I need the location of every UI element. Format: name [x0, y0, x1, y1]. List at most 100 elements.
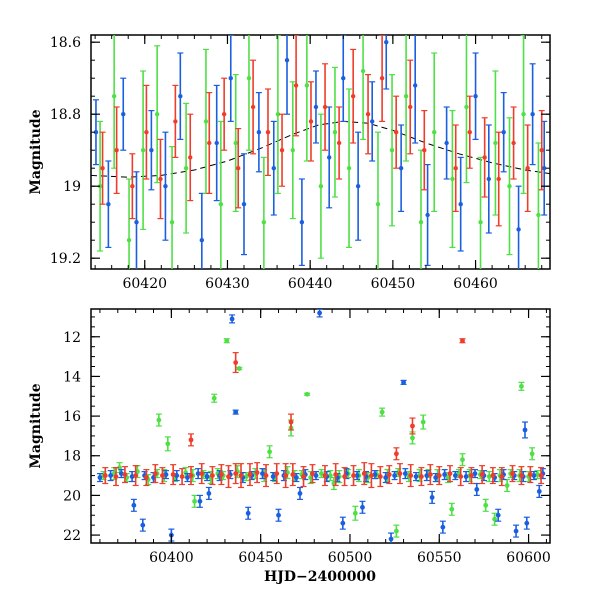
- bottom-green-point: [156, 417, 162, 423]
- top-green-point: [432, 130, 437, 135]
- top-blue-point: [501, 130, 506, 135]
- top-blue-point: [121, 112, 126, 117]
- bottom-red-point: [226, 474, 231, 479]
- bottom-green-point: [211, 395, 217, 401]
- top-green-point: [450, 176, 455, 182]
- top-blue-point: [384, 40, 389, 45]
- top-blue-point: [106, 202, 111, 207]
- bottom-axes: 60400 60450 60500 60550 60600 12 14 16 18 20 22: [63, 309, 551, 566]
- bottom-blue-point: [297, 491, 303, 496]
- bottom-blue-point: [204, 474, 210, 479]
- top-blue-point: [542, 166, 547, 171]
- top-blue-point: [214, 140, 219, 146]
- bottom-red-point: [113, 474, 119, 479]
- bottom-red-point: [310, 471, 315, 476]
- top-series-red: [99, 35, 545, 227]
- bottom-red-point: [377, 474, 383, 479]
- top-green-point: [126, 238, 132, 243]
- top-red-point: [322, 104, 328, 110]
- bottom-x-tick-label: 60500: [328, 550, 373, 566]
- top-green-point: [233, 140, 238, 146]
- top-green-point: [304, 83, 310, 88]
- top-red-point: [100, 166, 105, 171]
- top-red-point: [221, 112, 227, 117]
- top-green-point: [275, 112, 281, 117]
- top-green-point: [97, 184, 103, 189]
- bottom-blue-point: [360, 504, 365, 510]
- bottom-red-point: [143, 475, 149, 480]
- bottom-red-point: [210, 473, 215, 478]
- bottom-green-point: [492, 516, 498, 522]
- top-red-point: [365, 112, 371, 117]
- bottom-red-point: [479, 472, 485, 477]
- bottom-series-blue: [96, 309, 546, 543]
- bottom-red-point: [290, 472, 296, 477]
- top-red-point: [207, 140, 212, 146]
- top-blue-point: [458, 202, 463, 207]
- top-red-point: [453, 166, 458, 171]
- top-green-point: [203, 119, 209, 124]
- top-green-point: [318, 184, 324, 189]
- bottom-red-point: [247, 472, 253, 477]
- bottom-red-point: [460, 338, 465, 344]
- top-red-point: [144, 130, 149, 135]
- bottom-red-point: [499, 474, 505, 479]
- bottom-blue-point: [513, 528, 519, 534]
- top-green-point: [261, 220, 267, 225]
- top-blue-point: [163, 184, 168, 189]
- bottom-red-point: [394, 451, 399, 457]
- bottom-plot-area: [96, 309, 546, 543]
- bottom-green-point: [304, 391, 310, 397]
- bottom-blue-point: [197, 498, 203, 504]
- bottom-red-point: [288, 419, 294, 425]
- bottom-green-point: [504, 483, 510, 488]
- top-axes: 60420 60430 60440 60450 60460 18.6 18.8 19 19.2: [50, 35, 550, 292]
- bottom-red-point: [133, 473, 139, 478]
- bottom-red-point: [408, 473, 414, 478]
- bottom-blue-point: [140, 522, 146, 528]
- top-x-tick-label: 60450: [371, 276, 416, 292]
- top-blue-point: [530, 112, 535, 117]
- top-blue-point: [199, 238, 205, 243]
- top-green-point: [403, 94, 409, 99]
- top-red-point: [393, 130, 399, 135]
- bottom-y-tick-label: 22: [63, 528, 81, 544]
- bottom-green-point: [117, 465, 122, 471]
- top-blue-point: [326, 155, 332, 160]
- bottom-blue-point: [524, 520, 530, 526]
- bottom-green-point: [192, 498, 197, 504]
- bottom-green-point: [529, 451, 535, 457]
- bottom-series-green: [100, 338, 541, 538]
- top-green-point: [389, 148, 395, 153]
- bottom-blue-point: [354, 473, 360, 478]
- bottom-green-point: [519, 383, 524, 389]
- bottom-blue-point: [392, 473, 398, 478]
- bottom-blue-point: [536, 489, 542, 494]
- top-blue-point: [241, 202, 247, 207]
- bottom-red-point: [122, 472, 128, 477]
- top-x-tick-label: 60430: [205, 276, 250, 292]
- top-blue-point: [486, 176, 491, 182]
- bottom-blue-point: [452, 473, 458, 478]
- bottom-green-point: [410, 435, 415, 441]
- bottom-blue-point: [293, 475, 299, 480]
- bottom-y-tick-label: 16: [63, 409, 81, 425]
- bottom-green-point: [267, 449, 272, 455]
- bottom-red-point: [469, 473, 474, 478]
- top-green-point: [478, 220, 483, 225]
- top-blue-point: [284, 58, 290, 63]
- bottom-y-axis-title: Magnitude: [28, 383, 44, 468]
- bottom-y-tick-label: 12: [63, 330, 81, 346]
- top-y-axis-title: Magnitude: [28, 109, 44, 194]
- top-blue-point: [425, 212, 430, 218]
- bottom-blue-point: [245, 510, 251, 516]
- bottom-x-axis-title: HJD−2400000: [264, 569, 376, 585]
- bottom-green-point: [352, 510, 358, 516]
- top-green-point: [464, 104, 469, 110]
- top-blue-point: [473, 94, 478, 99]
- top-green-point: [154, 112, 160, 117]
- bottom-red-point: [199, 471, 205, 476]
- top-blue-point: [299, 220, 305, 225]
- bottom-blue-point: [185, 475, 190, 480]
